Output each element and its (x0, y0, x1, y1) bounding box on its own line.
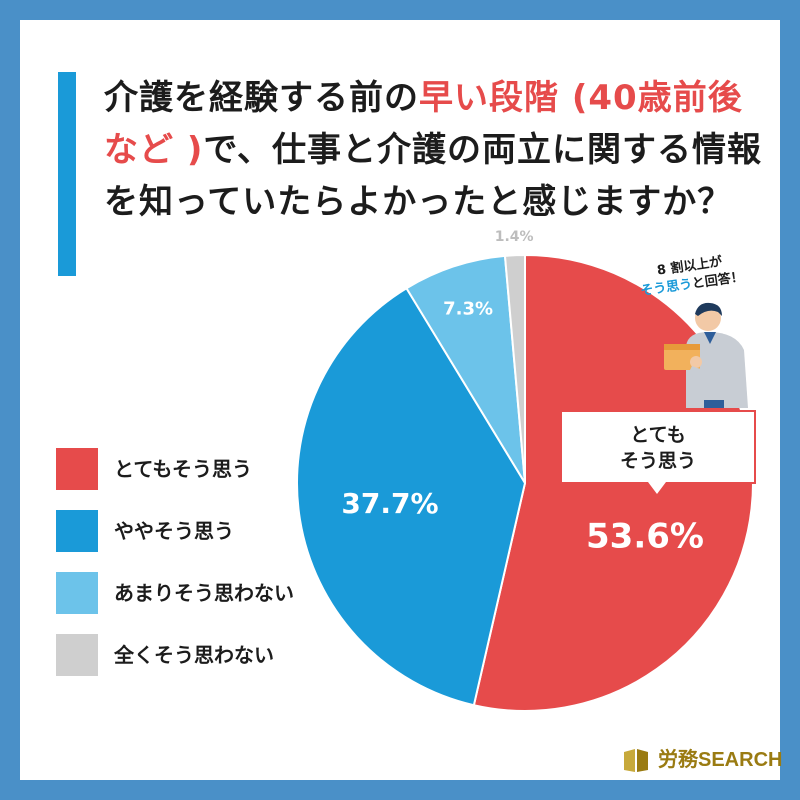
highlight-callout: とても そう思う (560, 410, 756, 484)
book-logo-icon (624, 749, 648, 772)
pie-slice (405, 254, 526, 484)
slice-value-label: 53.6% (586, 517, 704, 557)
pie-slice (296, 286, 527, 707)
page-title: 介護を経験する前の早い段階 (40歳前後など )で、仕事と介護の両立に関する情報… (104, 72, 764, 228)
logo-text: 労務SEARCH (658, 749, 783, 771)
legend-swatch (56, 510, 98, 552)
slice-value-label: 37.7% (341, 487, 438, 520)
callout-pointer (648, 482, 666, 494)
legend-label: とてもそう思う (114, 457, 252, 481)
pie-slice (503, 253, 526, 484)
slice-value-label: 1.4% (495, 229, 534, 245)
title-highlight: 早い段階 (40歳前後など ) (104, 78, 743, 170)
legend-label: ややそう思う (114, 519, 234, 543)
title-accent-bar (58, 72, 76, 276)
legend-label: 全くそう思わない (114, 643, 274, 667)
callout-line-2: そう思う (619, 450, 696, 472)
legend-swatch (56, 572, 98, 614)
person-illustration-icon (664, 302, 748, 408)
legend-swatch (56, 634, 98, 676)
title-part-1: 介護を経験する前の (104, 78, 419, 118)
callout-line-1: とても (630, 424, 686, 446)
legend-swatch (56, 448, 98, 490)
title-part-2: で、仕事と介護の両立に関する情報を知っていたらよかったと感じますか？ (104, 130, 763, 222)
legend-label: あまりそう思わない (114, 581, 294, 605)
slice-value-label: 7.3% (443, 299, 493, 320)
